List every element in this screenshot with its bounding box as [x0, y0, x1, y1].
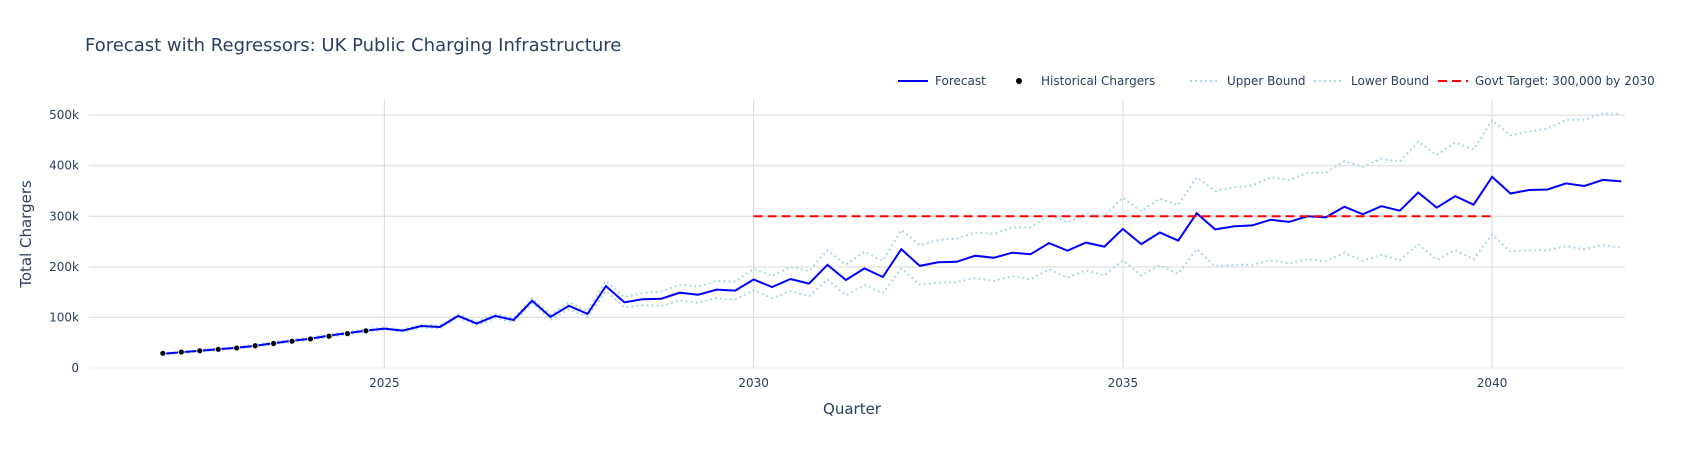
series-upper-bound-line [162, 112, 1622, 355]
historical-point [177, 348, 185, 356]
y-tick-label: 200k [49, 260, 79, 274]
historical-point [288, 337, 296, 345]
y-tick-label: 400k [49, 159, 79, 173]
historical-point [362, 327, 370, 335]
legend-label: Upper Bound [1227, 74, 1306, 88]
x-tick-label: 2035 [1108, 376, 1139, 390]
historical-point [159, 349, 167, 357]
y-tick-label: 300k [49, 209, 79, 223]
historical-point [196, 347, 204, 355]
legend-label: Govt Target: 300,000 by 2030 [1475, 74, 1655, 88]
historical-point [325, 332, 333, 340]
legend-label: Historical Chargers [1041, 74, 1155, 88]
series-forecast-line [162, 175, 1622, 355]
historical-point [344, 330, 351, 338]
legend-label: Lower Bound [1351, 74, 1429, 88]
y-tick-label: 100k [49, 310, 79, 324]
x-axis-ticks: 2025 2030 2035 2040 [369, 376, 1507, 390]
plot-area [159, 112, 1622, 357]
legend-item: Forecast [898, 74, 986, 88]
series-lower-bound-line [162, 233, 1622, 356]
chart-title: Forecast with Regressors: UK Public Char… [85, 35, 621, 56]
historical-point [233, 344, 241, 352]
x-tick-label: 2040 [1477, 376, 1508, 390]
legend-label: Forecast [935, 74, 986, 88]
x-axis-label: Quarter [823, 400, 882, 418]
chart-legend: Forecast Historical Chargers Upper Bound Lo… [898, 74, 1655, 88]
y-axis-ticks: 0 100k 200k 300k 400k 500k [49, 108, 79, 375]
y-tick-label: 0 [71, 361, 79, 375]
y-tick-label: 500k [49, 108, 79, 122]
grid-lines [89, 100, 1625, 369]
x-tick-label: 2025 [369, 376, 400, 390]
y-axis-label: Total Chargers [17, 180, 35, 289]
legend-swatch [1016, 78, 1022, 84]
historical-point [251, 342, 259, 350]
legend-item: Lower Bound [1314, 74, 1429, 88]
legend-item: Historical Chargers [1016, 74, 1155, 88]
legend-item: Upper Bound [1190, 74, 1306, 88]
historical-point [307, 335, 314, 343]
historical-point [214, 345, 222, 353]
x-tick-label: 2030 [738, 376, 769, 390]
legend-item: Govt Target: 300,000 by 2030 [1438, 74, 1655, 88]
historical-point [270, 340, 278, 347]
